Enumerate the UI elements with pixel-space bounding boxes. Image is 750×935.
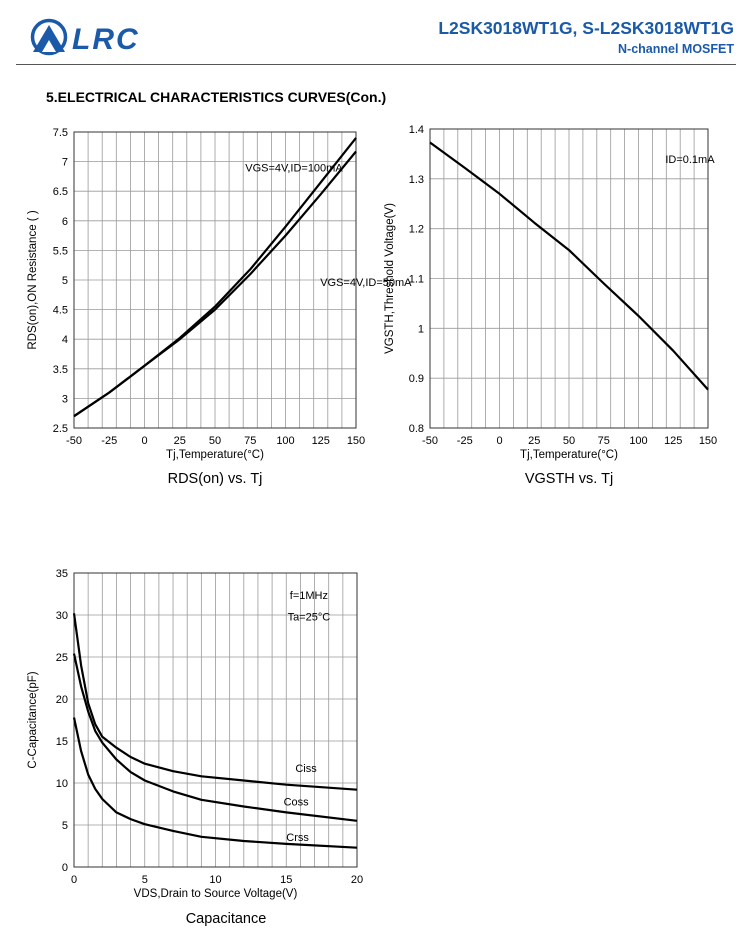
- vth-y-tick-label: 1.4: [409, 124, 424, 136]
- rds-on-chart: -50 -25 0 25 50 75 100 125 150 2.5 3 3.5 4 4.5 5 5.5 6 6.…: [27, 127, 412, 461]
- rds-x-tick-label: -25: [101, 435, 117, 447]
- rds-y-tick-label: 5: [62, 275, 68, 287]
- vth-series-line-1: [429, 141, 709, 391]
- cap-x-tick-label: 10: [209, 874, 221, 886]
- cap-x-tick-label: 5: [142, 874, 148, 886]
- rds-y-tick-label: 6.5: [53, 186, 68, 198]
- capacitance-chart: 0 5 10 15 20 0 5 10 15 20 25 30 35 f=1MHz Ta=25°C Ciss C…: [27, 568, 363, 900]
- cap-series-line-2: [72, 653, 358, 822]
- rds-y-axis-label: RDS(on),ON Resistance ( ): [27, 210, 39, 349]
- vth-y-tick-label: 1.1: [409, 274, 424, 286]
- rds-y-tick-label: 4: [62, 334, 68, 346]
- header-divider: [16, 64, 736, 65]
- rds-y-tick-label: 3: [62, 393, 68, 405]
- vth-x-tick-label: 50: [563, 435, 575, 447]
- cap-annotation: Ta=25°C: [288, 612, 331, 624]
- lrc-logo: LRC: [30, 18, 140, 56]
- rds-x-tick-label: 75: [244, 435, 256, 447]
- cap-series-line-1: [72, 613, 358, 791]
- section-title: 5.ELECTRICAL CHARACTERISTICS CURVES(Con.…: [46, 89, 387, 105]
- cap-annotation: f=1MHz: [290, 590, 328, 602]
- cap-y-tick-label: 25: [56, 652, 68, 664]
- cap-x-tick-label: 20: [351, 874, 363, 886]
- vth-x-tick-label: 75: [598, 435, 610, 447]
- rds-y-tick-label: 2.5: [53, 423, 68, 435]
- rds-y-tick-label: 7: [62, 157, 68, 169]
- vth-y-tick-label: 0.9: [409, 373, 424, 385]
- vth-y-tick-label: 1.2: [409, 224, 424, 236]
- rds-x-tick-label: 25: [174, 435, 186, 447]
- rds-x-tick-label: -50: [66, 435, 82, 447]
- vth-y-tick-label: 1: [418, 323, 424, 335]
- rds-on-chart-title: RDS(on) vs. Tj: [167, 471, 263, 487]
- vth-x-axis-label: Tj,Temperature(°C): [520, 449, 618, 461]
- vth-x-tick-label: 25: [528, 435, 540, 447]
- cap-annotation: Crss: [286, 832, 309, 844]
- rds-x-tick-label: 150: [347, 435, 365, 447]
- vth-x-tick-label: 125: [664, 435, 682, 447]
- rds-plot-frame: [73, 131, 357, 429]
- rds-y-tick-label: 4.5: [53, 305, 68, 317]
- rds-series-line-2: [73, 150, 357, 418]
- vth-x-tick-label: 0: [496, 435, 502, 447]
- vth-x-tick-label: 100: [629, 435, 647, 447]
- rds-annotation: VGS=4V,ID=100mA: [245, 163, 343, 175]
- cap-annotation: Coss: [284, 796, 310, 808]
- vth-x-tick-label: 150: [699, 435, 717, 447]
- cap-y-tick-label: 35: [56, 568, 68, 580]
- cap-y-tick-label: 5: [62, 820, 68, 832]
- cap-y-tick-label: 20: [56, 694, 68, 706]
- rds-x-tick-label: 50: [209, 435, 221, 447]
- rds-annotation: VGS=4V,ID=50mA: [320, 277, 412, 289]
- rds-grid: [73, 131, 357, 429]
- cap-x-tick-label: 0: [71, 874, 77, 886]
- vth-y-tick-label: 1.3: [409, 174, 424, 186]
- capacitance-chart-title: Capacitance: [185, 911, 267, 927]
- cap-x-tick-label: 15: [280, 874, 292, 886]
- logo-text: LRC: [72, 23, 140, 56]
- rds-y-tick-label: 7.5: [53, 127, 68, 139]
- vth-y-axis-label: VGSTH,Threshold Voltage(V): [384, 203, 396, 354]
- cap-y-tick-label: 15: [56, 736, 68, 748]
- cap-annotation: Ciss: [295, 763, 317, 775]
- rds-y-tick-label: 5.5: [53, 245, 68, 257]
- cap-y-axis-label: C-Capacitance(pF): [27, 671, 39, 768]
- cap-y-tick-label: 0: [62, 862, 68, 874]
- vth-plot-frame: [429, 128, 709, 429]
- cap-series-line-3: [72, 717, 358, 849]
- part-type: N-channel MOSFET: [618, 42, 734, 56]
- vth-x-tick-label: -25: [457, 435, 473, 447]
- rds-x-axis-label: Tj,Temperature(°C): [166, 449, 264, 461]
- vth-x-tick-label: -50: [422, 435, 438, 447]
- vgsth-chart-title: VGSTH vs. Tj: [524, 471, 614, 487]
- rds-y-tick-label: 6: [62, 216, 68, 228]
- cap-y-tick-label: 10: [56, 778, 68, 790]
- vgsth-chart: -50 -25 0 25 50 75 100 125 150 0.8 0.9 1 1.1 1.2 1.3 1.…: [384, 124, 717, 461]
- rds-x-tick-label: 125: [312, 435, 330, 447]
- part-number: L2SK3018WT1G, S-L2SK3018WT1G: [438, 18, 734, 38]
- rds-x-tick-label: 0: [141, 435, 147, 447]
- vth-y-tick-label: 0.8: [409, 423, 424, 435]
- rds-x-tick-label: 100: [276, 435, 294, 447]
- page-header: LRC L2SK3018WT1G, S-L2SK3018WT1G N-chann…: [0, 0, 750, 70]
- vth-annotation: ID=0.1mA: [665, 154, 715, 166]
- rds-y-tick-label: 3.5: [53, 364, 68, 376]
- cap-y-tick-label: 30: [56, 610, 68, 622]
- cap-x-axis-label: VDS,Drain to Source Voltage(V): [134, 888, 298, 900]
